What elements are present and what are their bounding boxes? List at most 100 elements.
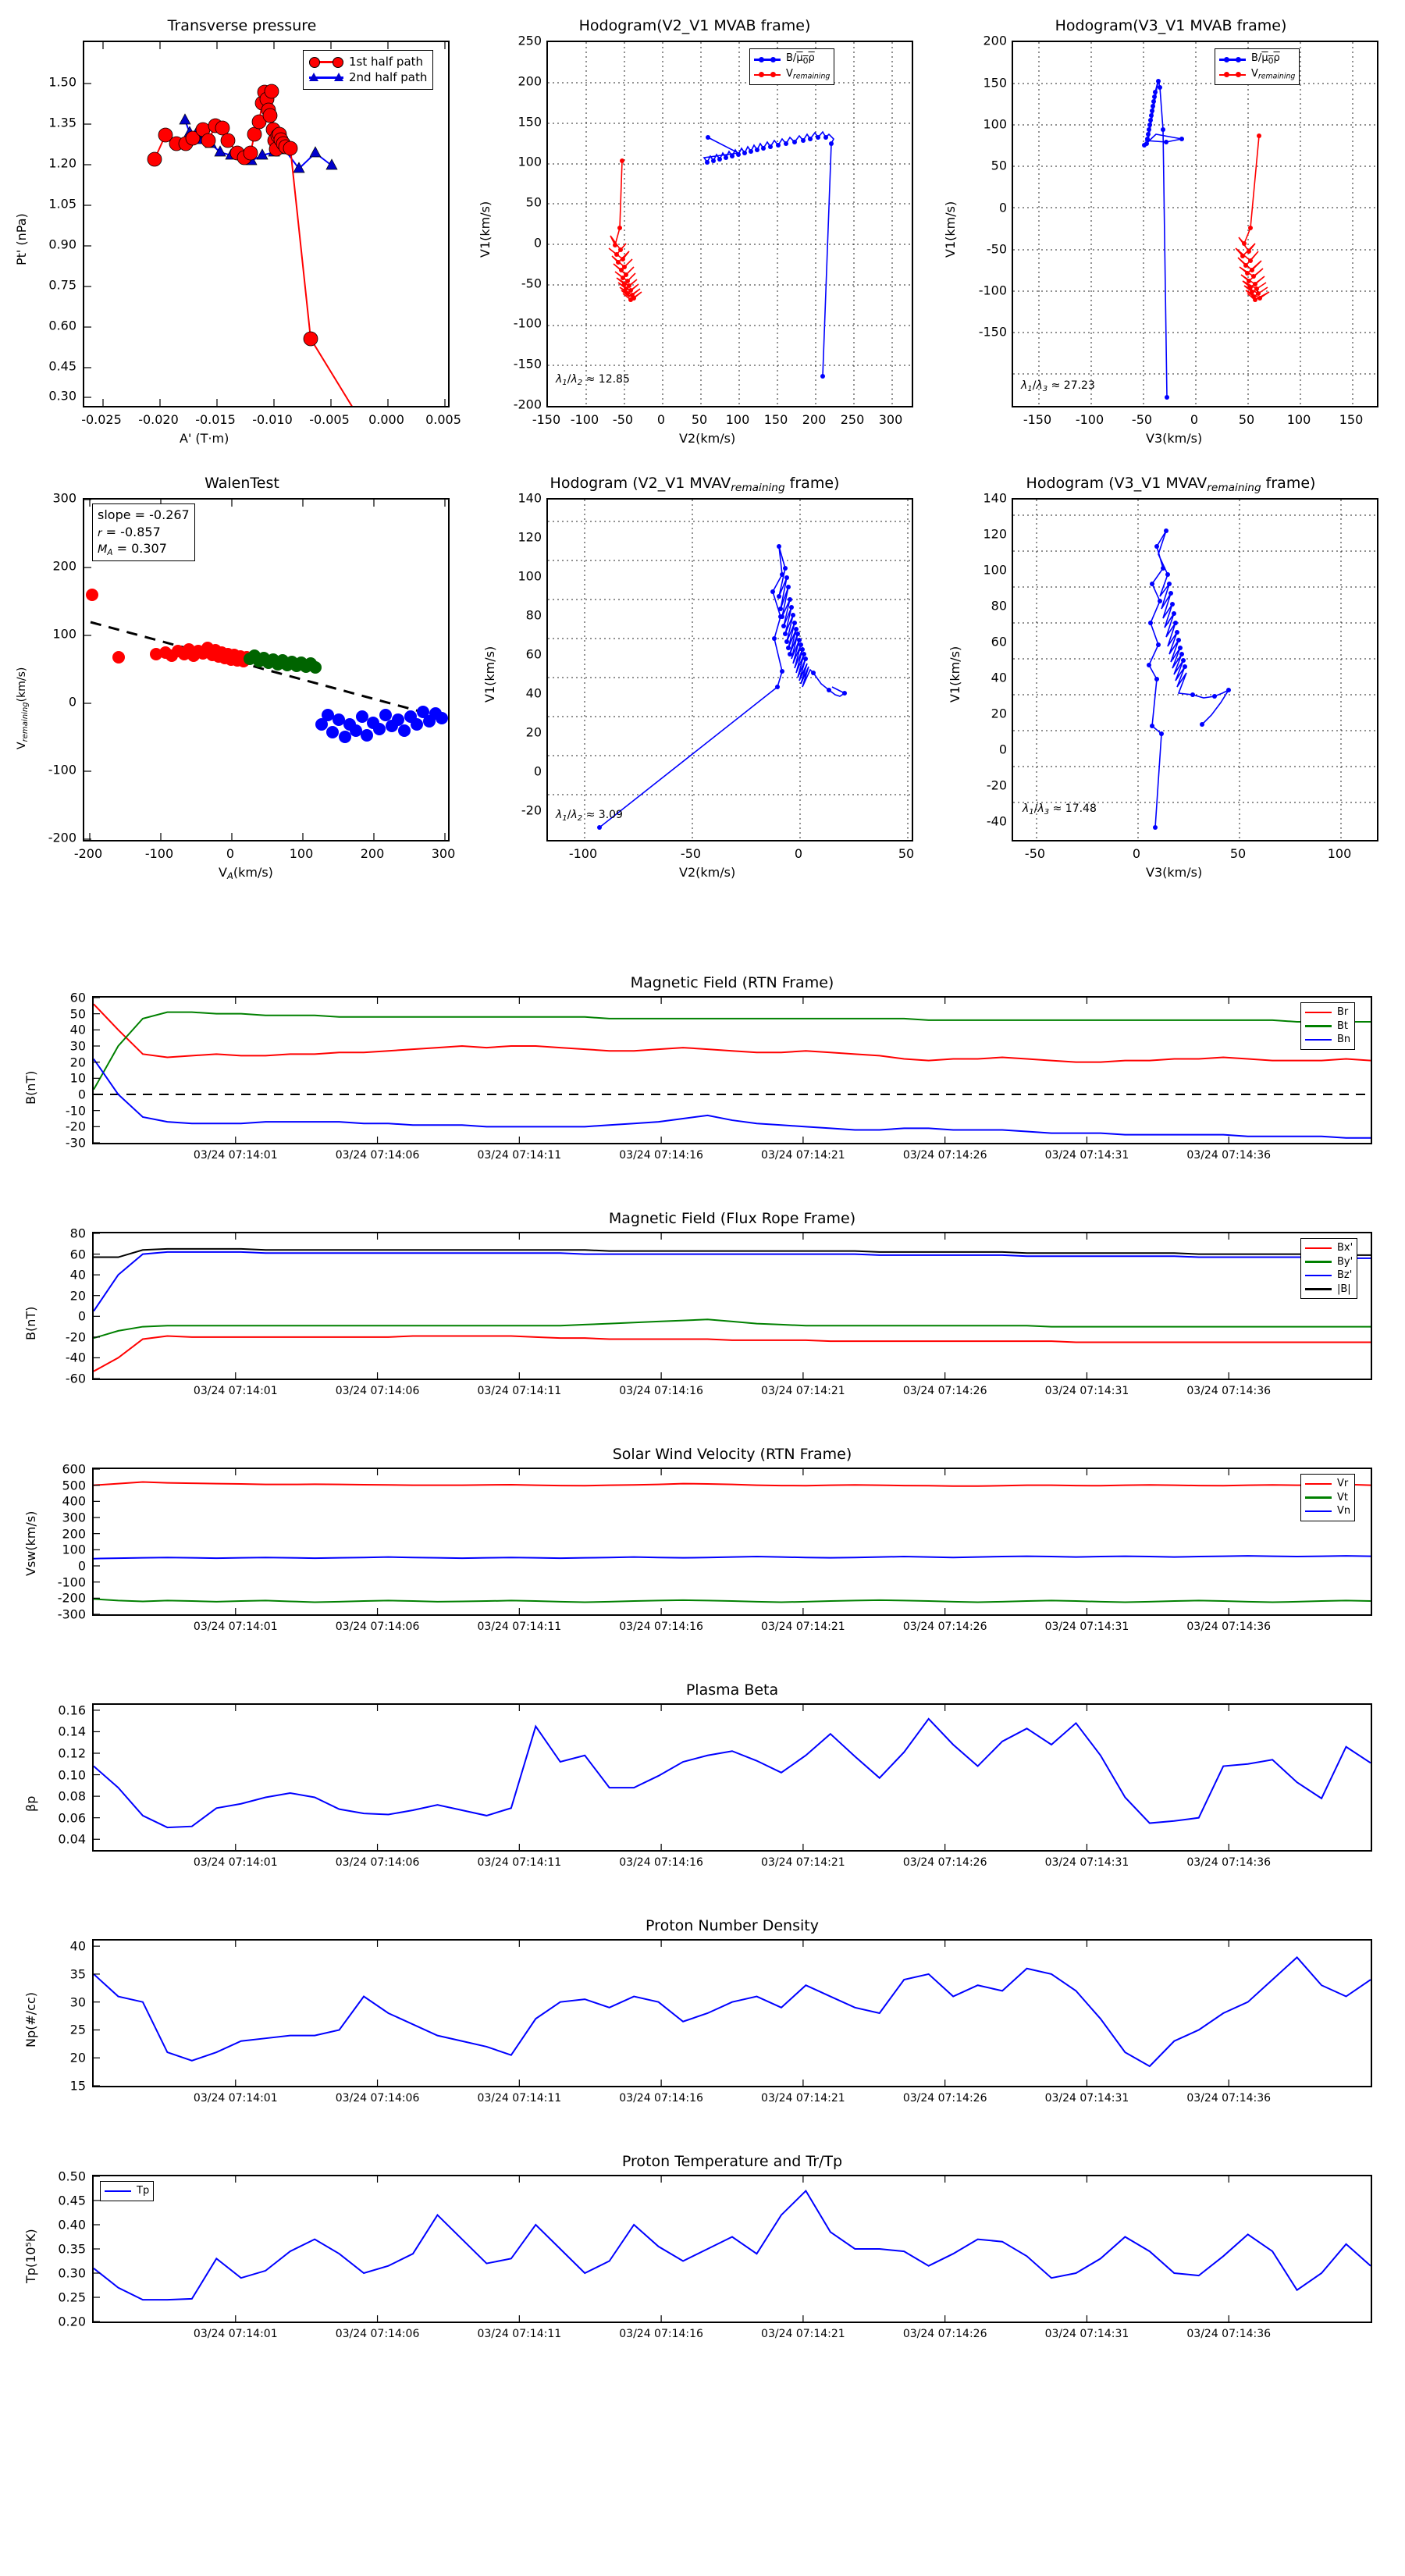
line-marker-icon [105,2186,131,2197]
legend-hodogram-v3v1-mvab[interactable]: B/μ0ρ Vremaining [1215,48,1300,86]
panel-title: WalenTest [205,475,279,492]
y-tick: 35 [69,1966,86,1982]
x-axis-label: V3(km/s) [1146,865,1203,880]
y-tick: -20 [65,1119,86,1134]
x-tick: 0.000 [368,412,404,427]
x-tick: 03/24 07:14:26 [902,1621,987,1633]
legend-item-alfven: B/μ0ρ [754,52,830,67]
y-tick: 200 [52,558,76,574]
x-tick: 03/24 07:14:21 [761,1856,845,1869]
x-tick: 03/24 07:14:11 [477,2092,562,2105]
y-tick: -20 [986,777,1007,793]
y-tick: 15 [69,2078,86,2094]
transverse-pressure-plot [84,42,446,406]
legend-label: 1st half path [349,55,424,69]
y-tick: 0 [533,235,542,251]
line-marker-icon [1305,1270,1332,1281]
legend-label: Vn [1337,1505,1351,1517]
eigenvalue-ratio-annotation: λ1/λ3 ≈ 27.23 [1021,379,1095,393]
y-tick: 0.25 [58,2290,86,2305]
y-tick: -200 [57,1590,86,1606]
x-tick: 0 [226,846,235,861]
tick-marks [84,42,446,406]
x-axis-label: V2(km/s) [679,865,736,880]
x-tick: 03/24 07:14:16 [619,1621,703,1633]
legend-hodogram-v2v1-mvab[interactable]: B/μ0ρ Vremaining [749,48,835,86]
y-tick: -100 [57,1574,86,1590]
x-tick: -150 [1023,412,1052,427]
x-tick: 150 [763,412,788,427]
x-tick: 03/24 07:14:26 [902,2092,987,2105]
eigenvalue-ratio-annotation: λ1/λ3 ≈ 17.48 [1023,802,1097,817]
legend-label: 2nd half path [349,70,428,85]
legend-magnetic_field_fluxrope[interactable]: Bx' By' Bz' |B| [1300,1238,1358,1300]
hodogram-v2v1-mvab-plot [548,42,912,406]
x-tick: 0.005 [425,412,461,427]
x-tick: 250 [840,412,865,427]
panel-title: Hodogram (V3_V1 MVAVremaining frame) [1026,475,1316,494]
y-tick: 0.45 [58,2193,86,2208]
y-tick: 500 [62,1478,86,1493]
y-tick: -60 [65,1371,86,1386]
legend-solar_wind_velocity[interactable]: Vr Vt Vn [1300,1474,1356,1521]
y-tick: 1.05 [48,196,76,212]
legend-item-vt: Vt [1305,1491,1350,1505]
y-axis-label: Vsw(km/s) [23,1510,38,1576]
x-tick: 03/24 07:14:36 [1186,1621,1272,1633]
legend-item-2nd-half: 2nd half path [309,69,427,85]
y-tick: -40 [65,1350,86,1365]
x-tick: 03/24 07:14:26 [902,1385,987,1397]
y-tick: -50 [521,276,542,291]
y-tick: 0.50 [58,2169,86,2184]
hodogram-v3v1-mvab-plot [1013,42,1377,406]
x-tick: -0.025 [81,412,122,427]
x-tick: 03/24 07:14:36 [1186,2092,1272,2105]
legend-proton_temperature[interactable]: Tp [100,2181,155,2201]
series-alfven-velocity [1142,79,1184,400]
x-tick: 03/24 07:14:26 [902,1856,987,1869]
x-tick: 03/24 07:14:06 [335,1385,420,1397]
y-tick: -100 [978,283,1007,298]
x-tick: 100 [1327,846,1352,861]
series-hodogram-trace [1147,528,1231,830]
x-tick: 03/24 07:14:11 [477,2328,562,2340]
x-tick: 50 [898,846,915,861]
solar_wind_velocity-plot [94,1469,1371,1614]
y-tick: 120 [518,529,542,545]
y-tick: 0.06 [58,1810,86,1826]
plot-area [92,1468,1372,1616]
y-tick: 100 [62,1542,86,1557]
y-axis-label: V1(km/s) [948,646,962,703]
y-tick: 0.40 [58,2217,86,2233]
series-alfven-velocity [702,130,834,379]
y-tick: 0 [77,1087,86,1102]
x-tick: 0 [1190,412,1199,427]
legend-transverse-pressure[interactable]: 1st half path 2nd half path [303,50,434,90]
y-tick: 20 [991,706,1007,721]
legend-item-alfven: B/μ0ρ [1219,52,1295,67]
series-v-remaining [608,158,642,302]
legend-item-1st-half: 1st half path [309,54,427,69]
series-green-points [244,649,322,674]
line-marker-icon [754,69,781,80]
plot-area [1012,41,1378,407]
y-tick: 0.60 [48,318,76,333]
line-marker-icon [1219,69,1246,80]
x-tick: -150 [532,412,561,427]
tick-marks [94,1233,1229,1379]
y-tick: 0.04 [58,1831,86,1847]
x-tick: 150 [1339,412,1364,427]
y-tick: 150 [518,114,542,130]
panel-title: Magnetic Field (RTN Frame) [630,974,834,991]
y-tick: 100 [518,154,542,169]
x-tick: 03/24 07:14:36 [1186,1149,1272,1162]
plot-area [92,1939,1372,2087]
legend-label: Bn [1337,1034,1351,1046]
x-tick: -200 [73,846,103,861]
y-tick: 20 [69,1288,86,1304]
legend-label: Bx' [1337,1242,1353,1254]
x-tick: 300 [878,412,903,427]
series-1st-half-path [147,84,353,406]
legend-magnetic_field_rtn[interactable]: Br Bt Bn [1300,1002,1356,1050]
